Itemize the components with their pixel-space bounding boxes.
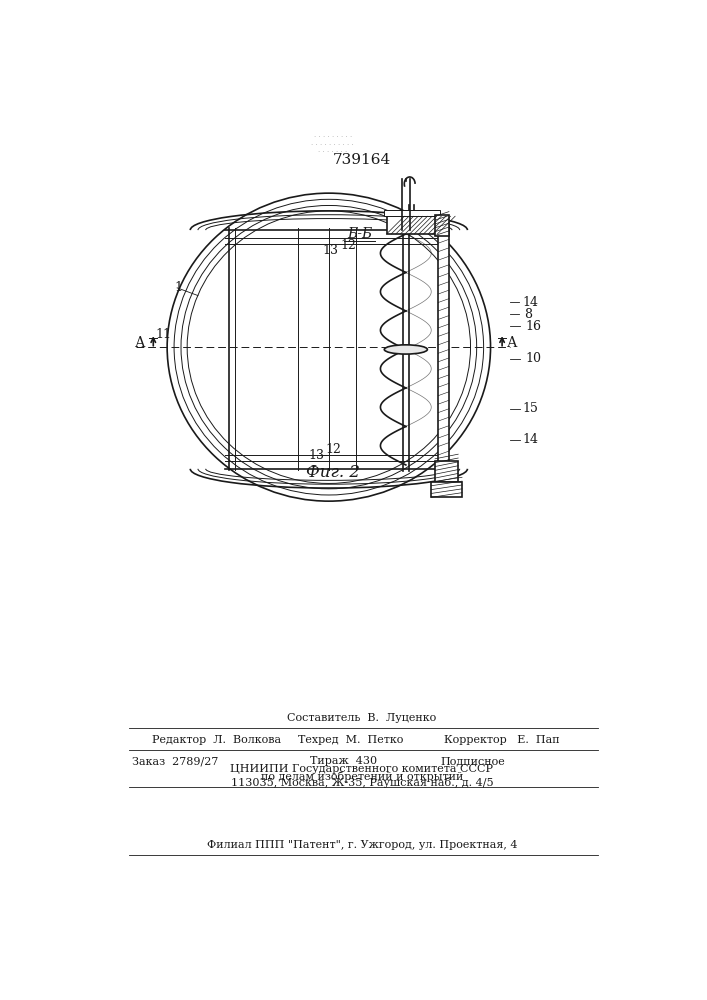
Text: Фиг. 2: Фиг. 2 [305,464,360,481]
Text: Редактор  Л.  Волкова: Редактор Л. Волкова [152,735,281,745]
Bar [387,216,437,234]
Bar [435,215,449,235]
Text: 14: 14 [523,296,539,309]
Text: 16: 16 [525,320,541,333]
Ellipse shape [385,345,428,354]
Text: 10: 10 [525,352,541,365]
Text: 14: 14 [523,433,539,446]
Text: · · · · · · ·: · · · · · · · [318,148,347,156]
Text: Тираж  430: Тираж 430 [310,756,377,766]
Text: Составитель  В.  Луценко: Составитель В. Луценко [287,713,437,723]
Text: 15: 15 [523,402,539,415]
Text: 12: 12 [325,443,341,456]
Text: 739164: 739164 [333,153,391,167]
Text: ЦНИИПИ Государственного комитета СССР: ЦНИИПИ Государственного комитета СССР [230,764,493,774]
Bar [438,226,449,472]
Text: Заказ  2789/27: Заказ 2789/27 [132,756,219,766]
Text: Подписное: Подписное [440,756,506,766]
Bar [383,210,440,216]
Text: 13: 13 [308,449,324,462]
Text: 13: 13 [322,244,339,257]
Text: А: А [135,336,146,350]
Bar [431,482,462,497]
Text: Филиал ППП "Патент", г. Ужгород, ул. Проектная, 4: Филиал ППП "Патент", г. Ужгород, ул. Про… [206,840,518,850]
Text: по делам изобретений и открытий: по делам изобретений и открытий [261,771,463,782]
Text: 8: 8 [524,308,532,321]
Text: Техред  М.  Петко: Техред М. Петко [298,735,404,745]
Text: · · · · · · · · ·: · · · · · · · · · [314,133,352,141]
Text: Б-Б: Б-Б [347,227,373,241]
Text: 1: 1 [175,281,183,294]
Text: А: А [507,336,518,350]
Text: Корректор   Е.  Пап: Корректор Е. Пап [444,735,560,745]
Text: 12: 12 [340,239,356,252]
Text: 11: 11 [156,328,172,341]
Text: 113035, Москва, Ж-35, Раушская наб., д. 4/5: 113035, Москва, Ж-35, Раушская наб., д. … [230,777,493,788]
Bar [435,461,458,482]
Text: · · · · · · · · · ·: · · · · · · · · · · [311,141,354,149]
